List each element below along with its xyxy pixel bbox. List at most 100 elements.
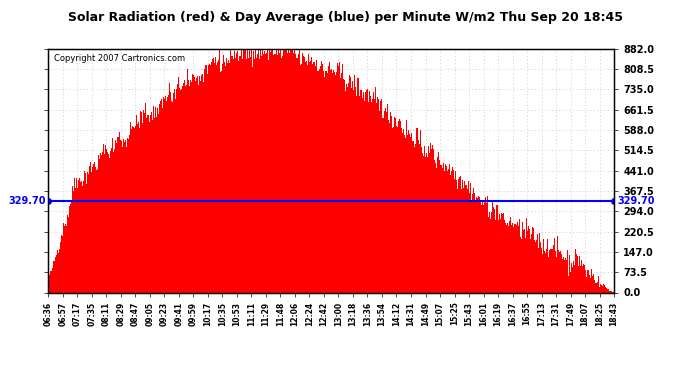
Bar bbox=[289, 53, 290, 292]
Bar bbox=[434, 160, 435, 292]
Bar bbox=[592, 276, 593, 292]
Bar bbox=[605, 287, 606, 292]
Bar bbox=[164, 99, 165, 292]
Bar bbox=[219, 50, 220, 292]
Bar bbox=[119, 142, 120, 292]
Bar bbox=[375, 90, 376, 292]
Bar bbox=[262, 49, 263, 292]
Bar bbox=[56, 257, 57, 292]
Bar bbox=[126, 139, 127, 292]
Bar bbox=[535, 242, 536, 292]
Bar bbox=[419, 144, 420, 292]
Bar bbox=[212, 59, 213, 292]
Bar bbox=[451, 171, 452, 292]
Bar bbox=[441, 165, 442, 292]
Bar bbox=[582, 266, 583, 292]
Bar bbox=[373, 92, 374, 292]
Bar bbox=[72, 186, 73, 292]
Bar bbox=[482, 201, 483, 292]
Bar bbox=[522, 225, 524, 292]
Bar bbox=[84, 171, 86, 292]
Bar bbox=[193, 75, 194, 292]
Bar bbox=[379, 98, 380, 292]
Bar bbox=[584, 265, 585, 292]
Bar bbox=[287, 53, 288, 292]
Bar bbox=[352, 81, 353, 292]
Bar bbox=[118, 137, 119, 292]
Bar bbox=[132, 127, 134, 292]
Bar bbox=[191, 82, 192, 292]
Bar bbox=[542, 254, 543, 292]
Bar bbox=[330, 72, 331, 292]
Bar bbox=[400, 122, 402, 292]
Bar bbox=[80, 182, 81, 292]
Bar bbox=[326, 66, 327, 292]
Bar bbox=[548, 251, 549, 292]
Bar bbox=[190, 80, 191, 292]
Bar bbox=[279, 53, 280, 292]
Bar bbox=[580, 266, 581, 292]
Bar bbox=[194, 77, 195, 292]
Bar bbox=[202, 74, 203, 292]
Bar bbox=[215, 57, 216, 292]
Bar bbox=[465, 185, 466, 292]
Bar bbox=[486, 203, 487, 292]
Bar bbox=[394, 117, 395, 292]
Bar bbox=[530, 233, 531, 292]
Bar bbox=[551, 249, 552, 292]
Bar bbox=[214, 58, 215, 292]
Bar bbox=[152, 120, 153, 292]
Bar bbox=[129, 135, 130, 292]
Bar bbox=[130, 122, 131, 292]
Bar bbox=[60, 242, 61, 292]
Bar bbox=[186, 85, 187, 292]
Bar bbox=[125, 140, 126, 292]
Bar bbox=[466, 180, 467, 292]
Bar bbox=[153, 106, 154, 292]
Bar bbox=[493, 207, 494, 292]
Bar bbox=[196, 78, 197, 292]
Bar bbox=[606, 288, 607, 292]
Bar bbox=[519, 219, 520, 292]
Bar bbox=[317, 71, 318, 292]
Bar bbox=[69, 206, 70, 292]
Bar bbox=[58, 253, 59, 292]
Bar bbox=[412, 141, 413, 292]
Bar bbox=[572, 262, 573, 292]
Bar bbox=[87, 172, 88, 292]
Bar bbox=[436, 168, 437, 292]
Bar bbox=[257, 54, 258, 292]
Bar bbox=[79, 178, 80, 292]
Bar bbox=[174, 90, 175, 292]
Bar bbox=[380, 101, 381, 292]
Bar bbox=[586, 277, 587, 292]
Bar bbox=[166, 101, 167, 292]
Bar bbox=[322, 64, 323, 292]
Bar bbox=[499, 209, 500, 292]
Bar bbox=[173, 93, 174, 292]
Bar bbox=[570, 272, 571, 292]
Bar bbox=[220, 72, 221, 292]
Bar bbox=[589, 273, 591, 292]
Bar bbox=[301, 64, 302, 292]
Bar bbox=[175, 89, 177, 292]
Bar bbox=[575, 254, 576, 292]
Bar bbox=[76, 178, 77, 292]
Bar bbox=[487, 196, 488, 292]
Bar bbox=[120, 140, 121, 292]
Bar bbox=[576, 254, 577, 292]
Bar bbox=[403, 129, 404, 292]
Bar bbox=[86, 184, 87, 292]
Bar bbox=[399, 119, 400, 292]
Bar bbox=[585, 270, 586, 292]
Bar bbox=[489, 212, 490, 292]
Bar bbox=[209, 64, 210, 292]
Bar bbox=[405, 138, 406, 292]
Bar bbox=[341, 70, 342, 292]
Bar bbox=[66, 226, 67, 292]
Bar bbox=[53, 261, 54, 292]
Bar bbox=[527, 231, 528, 292]
Bar bbox=[144, 113, 145, 292]
Bar bbox=[157, 99, 159, 292]
Bar bbox=[531, 234, 532, 292]
